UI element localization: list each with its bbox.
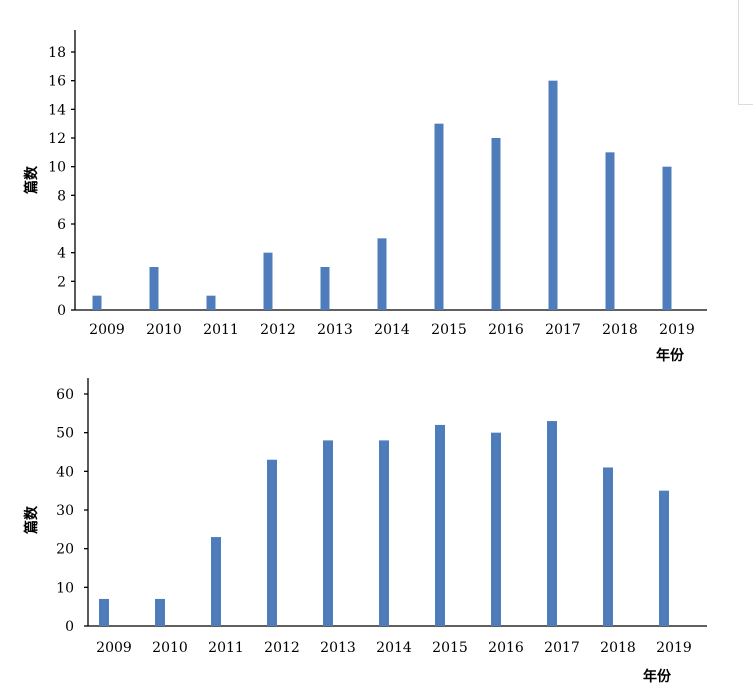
y-tick-labels: 0 10 20 30 40 50 60 bbox=[56, 387, 88, 635]
side-panel-edge bbox=[738, 0, 753, 105]
x-tick-label: 2011 bbox=[203, 322, 239, 338]
x-axis-title: 年份 bbox=[656, 347, 685, 364]
y-tick-label: 16 bbox=[48, 74, 66, 90]
y-axis-title: 篇数 bbox=[23, 165, 40, 195]
x-tick-label: 2016 bbox=[488, 322, 524, 338]
bar-2015 bbox=[435, 424, 445, 626]
y-tick-label: 50 bbox=[56, 426, 74, 442]
y-tick-label: 40 bbox=[56, 464, 74, 480]
y-tick-label: 10 bbox=[56, 580, 74, 596]
bar-2018 bbox=[603, 467, 613, 626]
x-tick-label: 2019 bbox=[656, 640, 692, 656]
y-tick-label: 6 bbox=[57, 217, 66, 233]
bars bbox=[99, 421, 669, 626]
x-tick-label: 2013 bbox=[320, 640, 356, 656]
y-tick-labels: 0 2 4 6 8 10 12 14 16 18 bbox=[48, 45, 75, 319]
y-tick-label: 14 bbox=[48, 102, 66, 118]
bar-2010 bbox=[155, 598, 165, 626]
bar-2015 bbox=[434, 123, 444, 311]
x-tick-label: 2009 bbox=[89, 322, 125, 338]
x-tick-label: 2015 bbox=[432, 640, 468, 656]
x-tick-label: 2012 bbox=[264, 640, 300, 656]
x-tick-label: 2012 bbox=[260, 322, 296, 338]
bar-2019 bbox=[659, 490, 669, 626]
bar-2019 bbox=[662, 166, 672, 310]
x-tick-label: 2018 bbox=[600, 640, 636, 656]
x-tick-label: 2009 bbox=[96, 640, 132, 656]
y-axis-title: 篇数 bbox=[23, 505, 40, 535]
bar-2010 bbox=[149, 267, 159, 310]
x-tick-label: 2013 bbox=[317, 322, 353, 338]
bar-2014 bbox=[377, 238, 387, 310]
y-tick-label: 0 bbox=[65, 619, 74, 635]
x-axis-title: 年份 bbox=[643, 668, 672, 685]
x-tick-label: 2019 bbox=[659, 322, 695, 338]
bar-2018 bbox=[605, 152, 615, 310]
bar-2017 bbox=[547, 421, 557, 626]
bar-2016 bbox=[491, 432, 501, 626]
bar-2013 bbox=[323, 440, 333, 626]
y-tick-label: 20 bbox=[56, 542, 74, 558]
x-tick-label: 2015 bbox=[431, 322, 467, 338]
x-tick-label: 2018 bbox=[602, 322, 638, 338]
y-tick-label: 30 bbox=[56, 503, 74, 519]
x-tick-label: 2014 bbox=[376, 640, 412, 656]
x-tick-label: 2017 bbox=[545, 322, 581, 338]
y-tick-label: 4 bbox=[57, 246, 66, 262]
x-tick-label: 2014 bbox=[374, 322, 410, 338]
x-tick-labels: 2009 2010 2011 2012 2013 2014 2015 2016 2017 2018… bbox=[89, 322, 695, 338]
x-tick-label: 2011 bbox=[208, 640, 244, 656]
y-tick-label: 12 bbox=[48, 131, 66, 147]
x-tick-label: 2010 bbox=[146, 322, 182, 338]
bars bbox=[92, 80, 672, 311]
bar-2012 bbox=[267, 459, 277, 626]
y-tick-label: 8 bbox=[57, 188, 66, 204]
bar-2011 bbox=[211, 537, 221, 626]
x-tick-label: 2010 bbox=[152, 640, 188, 656]
y-tick-label: 0 bbox=[57, 303, 66, 319]
x-tick-labels: 2009 2010 2011 2012 2013 2014 2015 2016 2017 2018… bbox=[96, 640, 692, 656]
bar-chart-top: 0 2 4 6 8 10 12 14 16 18 2009 2010 2011 2012 2013 2014… bbox=[23, 30, 707, 364]
bar-2014 bbox=[379, 440, 389, 626]
x-tick-label: 2017 bbox=[544, 640, 580, 656]
bar-2009 bbox=[99, 598, 109, 626]
bar-2009 bbox=[92, 295, 102, 310]
bar-2017 bbox=[548, 80, 558, 311]
y-tick-label: 2 bbox=[57, 274, 66, 290]
y-tick-label: 10 bbox=[48, 160, 66, 176]
bar-2012 bbox=[263, 252, 273, 310]
bar-2013 bbox=[320, 267, 330, 310]
bar-2016 bbox=[491, 138, 501, 310]
bar-2011 bbox=[206, 295, 216, 310]
x-tick-label: 2016 bbox=[488, 640, 524, 656]
y-tick-label: 60 bbox=[56, 387, 74, 403]
y-tick-label: 18 bbox=[48, 45, 66, 61]
